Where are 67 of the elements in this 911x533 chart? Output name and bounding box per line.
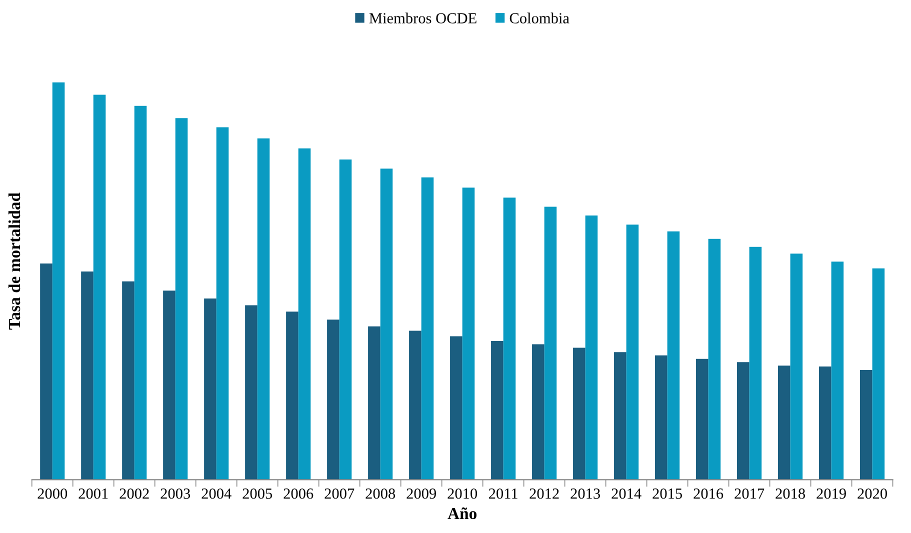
bar [503,198,516,480]
bar [532,344,544,480]
x-tick-label: 2008 [366,488,396,499]
x-tick-label: 2016 [694,488,724,499]
bar [175,118,188,480]
bar [216,127,229,480]
bar [573,348,586,480]
bar [122,281,134,480]
y-axis-title: Tasa de mortalidad [8,192,20,330]
bar [544,206,557,480]
x-tick-label: 2015 [652,488,682,499]
bar [790,254,803,480]
bar [708,238,721,480]
bar [409,330,422,480]
legend-label: Miembros OCDE [369,12,476,24]
x-tick-label: 2002 [120,488,149,499]
x-tick-label: 2007 [324,488,354,499]
bar [696,358,708,480]
bar [737,362,750,480]
bar [204,298,216,480]
bar [257,138,270,480]
x-tick-label: 2004 [202,488,232,499]
bar [134,106,147,480]
x-tick-label: 2009 [406,488,436,499]
bar [860,370,872,480]
bar [462,188,475,480]
x-tick-label: 2019 [816,488,846,499]
bar [327,320,340,480]
bar [163,290,176,480]
bar [667,231,680,480]
x-tick-label: 2013 [570,488,600,499]
bar [93,94,106,480]
bar [245,305,258,480]
bar [298,148,311,480]
bar [52,82,65,480]
x-tick-label: 2005 [242,488,272,499]
x-tick-label: 2010 [448,488,478,499]
bar [491,341,504,480]
x-tick-label: 2020 [858,488,887,499]
bar [450,336,462,480]
bar [286,312,298,480]
bar [655,355,668,480]
bar [368,326,380,480]
x-tick-label: 2014 [612,488,642,499]
bar [421,177,434,480]
bar [339,159,352,480]
bar [749,246,762,480]
x-tick-label: 2012 [530,488,559,499]
x-tick-label: 2018 [776,488,805,499]
x-tick-label: 2017 [734,488,764,499]
bar [81,272,94,480]
bar [626,224,639,480]
x-axis-title: Año [448,507,477,520]
bar [778,366,790,480]
x-tick-label: 2001 [78,488,108,499]
bar [585,215,598,480]
bar [380,168,393,480]
x-tick-label: 2011 [489,488,518,499]
bar [872,268,885,480]
bar [614,352,626,480]
bar [818,366,832,480]
bar [831,262,844,480]
legend-label: Colombia [510,12,570,24]
x-tick-label: 2003 [160,488,190,499]
x-tick-label: 2006 [284,488,314,499]
bar [40,264,52,480]
x-tick-label: 2000 [38,488,68,499]
